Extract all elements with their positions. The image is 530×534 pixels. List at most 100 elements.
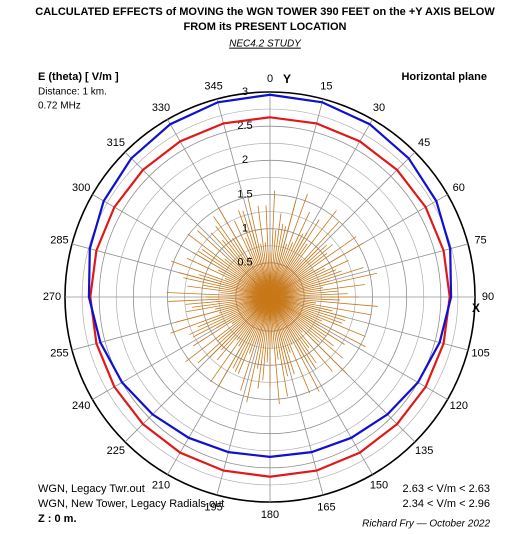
pattern-ray: [185, 296, 271, 305]
pattern-ray: [269, 296, 366, 348]
pattern-ray: [269, 221, 340, 298]
pattern-ray: [269, 272, 378, 298]
angle-label: 165: [317, 501, 335, 513]
pattern-ray: [213, 216, 271, 298]
pattern-ray: [237, 296, 271, 374]
angle-label: 300: [72, 182, 90, 194]
pattern-ray: [242, 210, 271, 298]
pattern-ray: [269, 269, 337, 298]
pattern-ray: [269, 296, 317, 370]
pattern-ray: [269, 296, 291, 353]
pattern-ray: [269, 236, 357, 298]
pattern-ray: [256, 296, 271, 369]
pattern-ray: [197, 296, 271, 328]
pattern-ray: [269, 296, 345, 345]
distance: Distance: 1 km.: [38, 87, 107, 98]
title-line: CALCULATED EFFECTS of MOVING the WGN TOW…: [35, 6, 495, 18]
pattern-ray: [269, 296, 334, 347]
angle-label: 135: [415, 445, 433, 457]
angle-label: 120: [450, 400, 468, 412]
pattern-ray: [218, 208, 271, 298]
pattern-ray: [269, 243, 308, 298]
pattern-ray: [269, 242, 294, 298]
series-line: [87, 93, 453, 459]
pattern-ray: [269, 248, 319, 298]
credit: Richard Fry — October 2022: [362, 519, 490, 530]
series-line: [89, 116, 451, 478]
pattern-ray: [232, 296, 271, 369]
pattern-ray: [186, 296, 271, 313]
pattern-ray: [174, 296, 271, 323]
pattern-ray: [234, 296, 271, 372]
pattern-ray: [192, 296, 271, 338]
pattern-ray: [232, 237, 271, 298]
pattern-ray: [269, 296, 322, 322]
subtitle: NEC4.2 STUDY: [229, 39, 302, 50]
pattern-ray: [269, 296, 290, 370]
pattern-ray: [170, 296, 271, 334]
pattern-ray: [217, 296, 271, 388]
angle-label: 240: [72, 400, 90, 412]
pattern-ray: [216, 296, 271, 361]
pattern-ray: [269, 296, 317, 364]
pattern-ray: [269, 296, 310, 349]
plane-label: Horizontal plane: [401, 71, 487, 83]
pattern-ray: [246, 296, 271, 403]
pattern-ray: [192, 251, 271, 298]
range-label: 2.34 < V/m < 2.96: [403, 498, 490, 510]
pattern-ray: [216, 296, 271, 342]
z-label: Z : 0 m.: [38, 513, 77, 525]
pattern-ray: [269, 296, 343, 324]
pattern-ray: [269, 219, 320, 298]
pattern-ray: [238, 210, 271, 298]
r-tick-label: 3: [242, 86, 248, 98]
angle-label: 150: [370, 480, 388, 492]
pattern-ray: [269, 232, 308, 298]
pattern-ray: [269, 296, 344, 359]
pattern-ray: [269, 200, 297, 298]
pattern-ray: [269, 226, 287, 298]
pattern-ray: [269, 243, 288, 298]
pattern-ray: [168, 296, 271, 302]
pattern-ray: [269, 296, 295, 375]
pattern-ray: [269, 296, 378, 307]
angle-label: 345: [204, 80, 222, 92]
pattern-ray: [183, 277, 271, 298]
pattern-ray: [269, 296, 327, 337]
pattern-ray: [269, 223, 284, 298]
field-label: E (theta) [ V/m ]: [38, 71, 119, 83]
frequency: 0.72 MHz: [38, 101, 81, 112]
range-label: 2.63 < V/m < 2.63: [403, 483, 490, 495]
pattern-ray: [170, 260, 271, 298]
pattern-ray: [269, 270, 342, 298]
pattern-ray: [221, 239, 271, 298]
pattern-ray: [248, 219, 271, 298]
pattern-ray: [269, 296, 333, 372]
pattern-ray: [189, 296, 271, 335]
pattern-ray: [185, 296, 271, 363]
pattern-ray: [257, 296, 271, 389]
pattern-ray: [269, 296, 346, 322]
pattern-ray: [269, 296, 320, 343]
pattern-ray: [262, 296, 271, 381]
pattern-ray: [269, 267, 364, 298]
pattern-ray: [178, 272, 271, 298]
pattern-ray: [198, 274, 271, 298]
pattern-ray: [269, 252, 328, 298]
pattern-ray: [238, 296, 271, 347]
angle-label: 90: [482, 291, 494, 303]
title-line: FROM its PRESENT LOCATION: [184, 21, 347, 33]
pattern-ray: [186, 257, 271, 298]
pattern-ray: [245, 237, 271, 298]
pattern-ray: [269, 233, 304, 298]
pattern-ray: [187, 285, 271, 298]
pattern-ray: [201, 248, 271, 298]
r-tick-label: 1: [242, 223, 248, 235]
r-tick-label: 2.5: [237, 120, 252, 132]
pattern-ray: [269, 280, 330, 298]
pattern-ray: [269, 284, 365, 298]
pattern-ray: [269, 296, 311, 393]
pattern-ray: [269, 296, 372, 316]
angle-label: 75: [474, 234, 486, 246]
